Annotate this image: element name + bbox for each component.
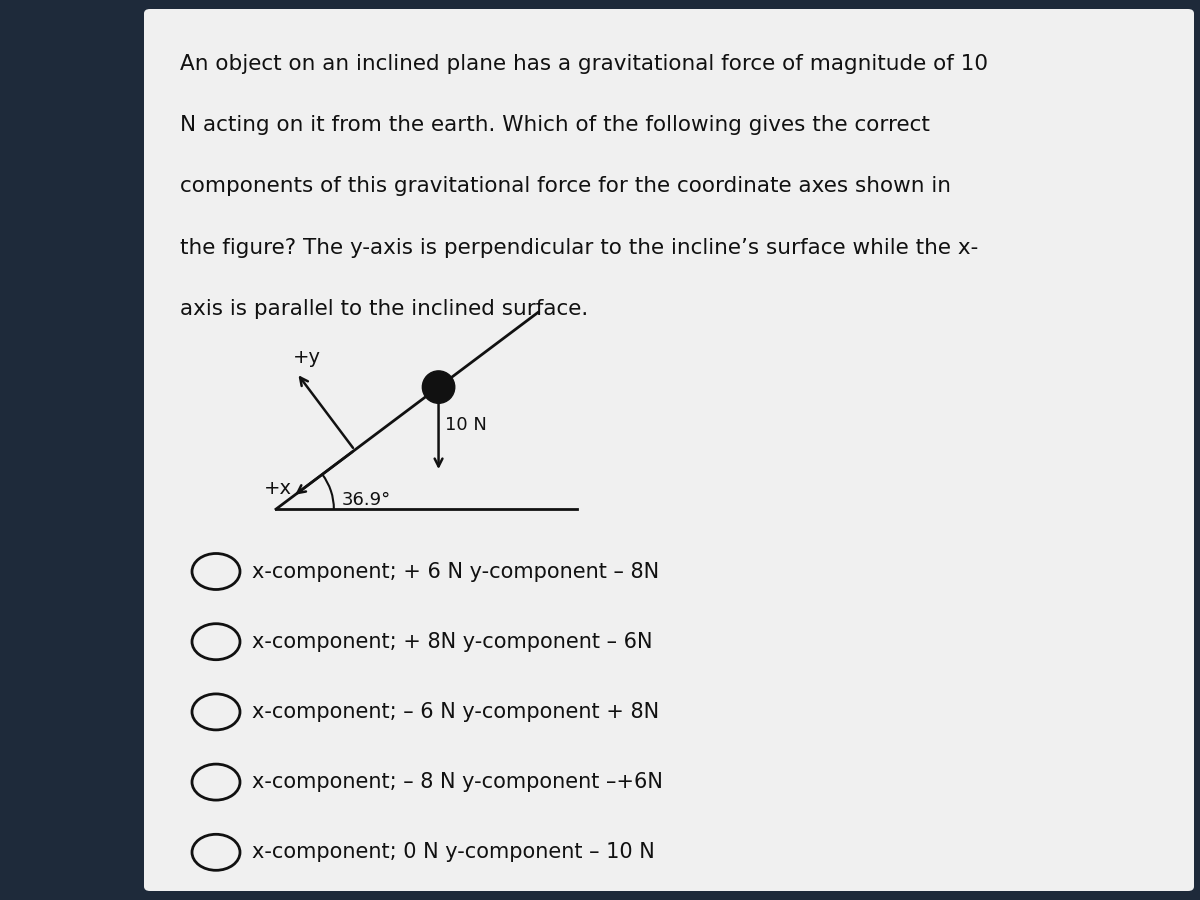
Text: x-component; – 8 N y-component –+6N: x-component; – 8 N y-component –+6N [252,772,662,792]
Text: N acting on it from the earth. Which of the following gives the correct: N acting on it from the earth. Which of … [180,115,930,135]
Text: 10 N: 10 N [445,416,487,434]
Text: x-component; 0 N y-component – 10 N: x-component; 0 N y-component – 10 N [252,842,655,862]
Text: +x: +x [264,480,292,499]
Text: 36.9°: 36.9° [342,491,391,508]
Text: x-component; – 6 N y-component + 8N: x-component; – 6 N y-component + 8N [252,702,659,722]
Text: the figure? The y-axis is perpendicular to the incline’s surface while the x-: the figure? The y-axis is perpendicular … [180,238,978,257]
Text: components of this gravitational force for the coordinate axes shown in: components of this gravitational force f… [180,176,952,196]
Text: +y: +y [293,348,320,367]
Circle shape [422,371,455,403]
Text: x-component; + 6 N y-component – 8N: x-component; + 6 N y-component – 8N [252,562,659,581]
Text: An object on an inclined plane has a gravitational force of magnitude of 10: An object on an inclined plane has a gra… [180,54,988,74]
Text: x-component; + 8N y-component – 6N: x-component; + 8N y-component – 6N [252,632,653,652]
Text: axis is parallel to the inclined surface.: axis is parallel to the inclined surface… [180,299,588,319]
